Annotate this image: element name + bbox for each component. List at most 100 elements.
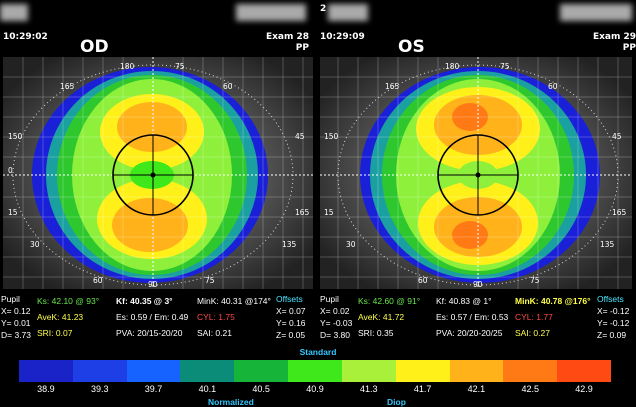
deg-label: 60 <box>93 276 103 285</box>
os-stats: Pupil X= 0.02 Y= -0.03 D= 3.80 Ks: 42.60… <box>320 292 636 353</box>
scale-segment <box>557 360 611 382</box>
sai-value: SAI: 0.21 <box>197 328 232 338</box>
pva-value: PVA: 20/20-20/25 <box>436 328 503 338</box>
kf-value: Kf: 40.35 @ 3° <box>116 296 173 306</box>
eye-label: OD <box>80 37 109 57</box>
deg-label: 165 <box>385 82 400 91</box>
ks-value: Ks: 42.10 @ 93° <box>37 296 100 306</box>
scale-value: 42.5 <box>521 384 539 394</box>
od-panel: 10:29:02 Exam 28 PP OD <box>0 0 316 353</box>
deg-label: 30 <box>346 240 356 249</box>
deg-label: 180 <box>445 62 460 71</box>
scale-value: 41.7 <box>413 384 432 394</box>
pva-value: PVA: 20/15-20/20 <box>116 328 183 338</box>
od-topography-map: 180 75 165 60 150 45 0 15 165 30 135 60 … <box>3 57 313 289</box>
od-stats: Pupil X= 0.12 Y= 0.01 D= 3.73 Ks: 42.10 … <box>0 292 316 353</box>
redacted-header <box>236 4 306 21</box>
scale-segment <box>503 360 558 382</box>
deg-label: 60 <box>223 82 233 91</box>
deg-label: 165 <box>60 82 75 91</box>
deg-label: 90 <box>148 280 158 289</box>
redacted-header <box>560 4 632 21</box>
scale-value: 40.1 <box>198 384 217 394</box>
scale-value: 40.5 <box>252 384 270 394</box>
deg-label: 165 <box>612 208 627 217</box>
es-em-value: Es: 0.59 / Em: 0.49 <box>116 312 189 322</box>
scale-value: 41.3 <box>360 384 378 394</box>
scale-value: 42.9 <box>575 384 593 394</box>
avek-value: AveK: 41.72 <box>358 312 405 322</box>
color-scale-values: 38.9 39.3 39.7 40.1 40.5 40.9 41.3 41.7 42.1 42.5… <box>19 384 611 394</box>
deg-label: 135 <box>600 240 615 249</box>
deg-label: 165 <box>295 208 310 217</box>
deg-label: 150 <box>324 132 339 141</box>
exam-number: Exam 29 <box>592 32 636 42</box>
exam-time: 10:29:02 <box>3 32 48 42</box>
offset-z: Z= 0.09 <box>597 330 627 340</box>
os-topography-map: 180 75 165 60 150 45 15 165 30 135 60 90… <box>320 57 632 289</box>
offsets-label: Offsets <box>597 294 624 304</box>
scale-value: 39.7 <box>144 384 163 394</box>
pupil-x: X= 0.12 <box>1 306 31 316</box>
degree-ring <box>12 64 294 286</box>
pupil-d: D= 3.73 <box>1 330 32 340</box>
es-em-value: Es: 0.57 / Em: 0.53 <box>436 312 509 322</box>
pupil-y: Y= -0.03 <box>320 318 353 328</box>
deg-label: 75 <box>530 276 540 285</box>
cyl-value: CYL: 1.77 <box>515 312 553 322</box>
scale-segment <box>395 360 450 382</box>
deg-label: 150 <box>8 132 23 141</box>
redacted-header <box>0 4 28 21</box>
color-scale-bar <box>19 360 611 382</box>
offset-y: Y= 0.16 <box>276 318 306 328</box>
sai-value: SAI: 0.27 <box>515 328 550 338</box>
sri-value: SRI: 0.07 <box>37 328 73 338</box>
map-zone-darkorange-lower <box>452 221 488 249</box>
operator: PP <box>622 43 636 53</box>
eye-label: OS <box>398 37 425 57</box>
deg-label: 60 <box>418 276 428 285</box>
deg-label: 90 <box>473 280 483 289</box>
offsets-label: Offsets <box>276 294 303 304</box>
pupil-d: D= 3.80 <box>320 330 351 340</box>
os-panel: 2 10:29:09 Exam 29 PP OS <box>320 0 636 353</box>
scale-segment <box>180 360 235 382</box>
exam-number: Exam 28 <box>265 32 309 42</box>
scale-segment <box>234 360 289 382</box>
degree-ring <box>337 64 619 286</box>
kf-value: Kf: 40.83 @ 1° <box>436 296 492 306</box>
deg-label: 75 <box>500 62 510 71</box>
deg-label: 0 <box>8 166 13 175</box>
map-grid <box>3 57 313 289</box>
deg-label: 75 <box>205 276 215 285</box>
scale-segment <box>449 360 504 382</box>
scale-footer-normalized: Normalized <box>208 397 254 407</box>
pupil-center-marker <box>475 172 481 178</box>
scale-segment <box>341 360 396 382</box>
deg-label: 60 <box>548 82 558 91</box>
degree-labels: 180 75 165 60 150 45 15 165 30 135 60 90… <box>324 62 627 289</box>
map-grid <box>320 57 632 289</box>
operator: PP <box>295 43 309 53</box>
scale-segment <box>19 360 73 382</box>
ks-value: Ks: 42.60 @ 91° <box>358 296 421 306</box>
offset-y: Y= -0.12 <box>597 318 630 328</box>
deg-label: 45 <box>295 132 305 141</box>
degree-labels: 180 75 165 60 150 45 0 15 165 30 135 60 … <box>8 62 310 289</box>
offset-x: X= -0.12 <box>597 306 630 316</box>
sri-value: SRI: 0.35 <box>358 328 394 338</box>
offset-z: Z= 0.05 <box>276 330 306 340</box>
deg-label: 15 <box>8 208 18 217</box>
scale-value: 40.9 <box>306 384 324 394</box>
map-zone-orange-lower <box>112 198 188 252</box>
pupil-label: Pupil <box>320 294 339 304</box>
scale-value: 38.9 <box>37 384 55 394</box>
pupil-label: Pupil <box>1 294 20 304</box>
pupil-y: Y= 0.01 <box>1 318 31 328</box>
pupil-center-marker <box>150 172 156 178</box>
cyl-value: CYL: 1.75 <box>197 312 235 322</box>
deg-label: 135 <box>282 240 297 249</box>
mink-value: MinK: 40.31 @174° <box>197 296 271 306</box>
scale-title: Standard <box>299 347 337 357</box>
deg-label: 45 <box>612 132 622 141</box>
